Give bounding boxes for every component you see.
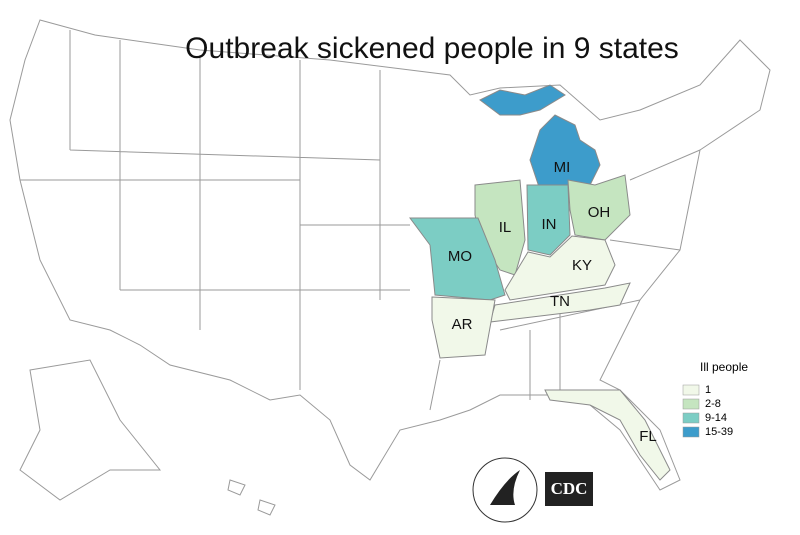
legend-label: 1 [705,384,711,396]
state-shape [409,217,506,301]
inner-border [20,30,701,411]
legend-title: Ill people [700,360,748,374]
legend: Ill people 1 2-8 9-14 15-39 [682,360,748,438]
state-shape [431,296,496,359]
state-shape [479,84,601,191]
states [409,84,671,481]
state-label: TN [550,293,570,310]
map-title: Outbreak sickened people in 9 states [185,32,679,65]
legend-swatch [682,384,700,396]
hawaii [227,479,276,516]
state-label: MO [448,248,472,265]
state-label: OH [588,204,611,221]
state-shape [567,174,631,241]
alaska [19,359,162,501]
state-shape [504,235,616,301]
us-outline [9,19,771,516]
state-shape [526,184,571,256]
state-label: IL [499,219,512,236]
legend-swatch [682,398,700,410]
logos: CDC [472,457,593,523]
legend-label: 15-39 [705,426,733,438]
hhs-emblem [490,470,520,505]
state-label: FL [639,428,657,445]
legend-label: 2-8 [705,398,721,410]
land [9,19,771,491]
legend-label: 9-14 [705,412,727,424]
state-label: KY [572,257,592,274]
cdc-text: CDC [551,479,588,498]
legend-swatch [682,426,700,438]
state-shape [544,389,671,481]
state-label: IN [542,216,557,233]
state-label: AR [452,316,473,333]
legend-swatch [682,412,700,424]
state-label: MI [554,159,571,176]
hhs-logo [472,457,538,523]
cdc-logo [545,472,593,506]
state-labels: MI IL IN OH MO KY TN AR FL [448,159,657,445]
